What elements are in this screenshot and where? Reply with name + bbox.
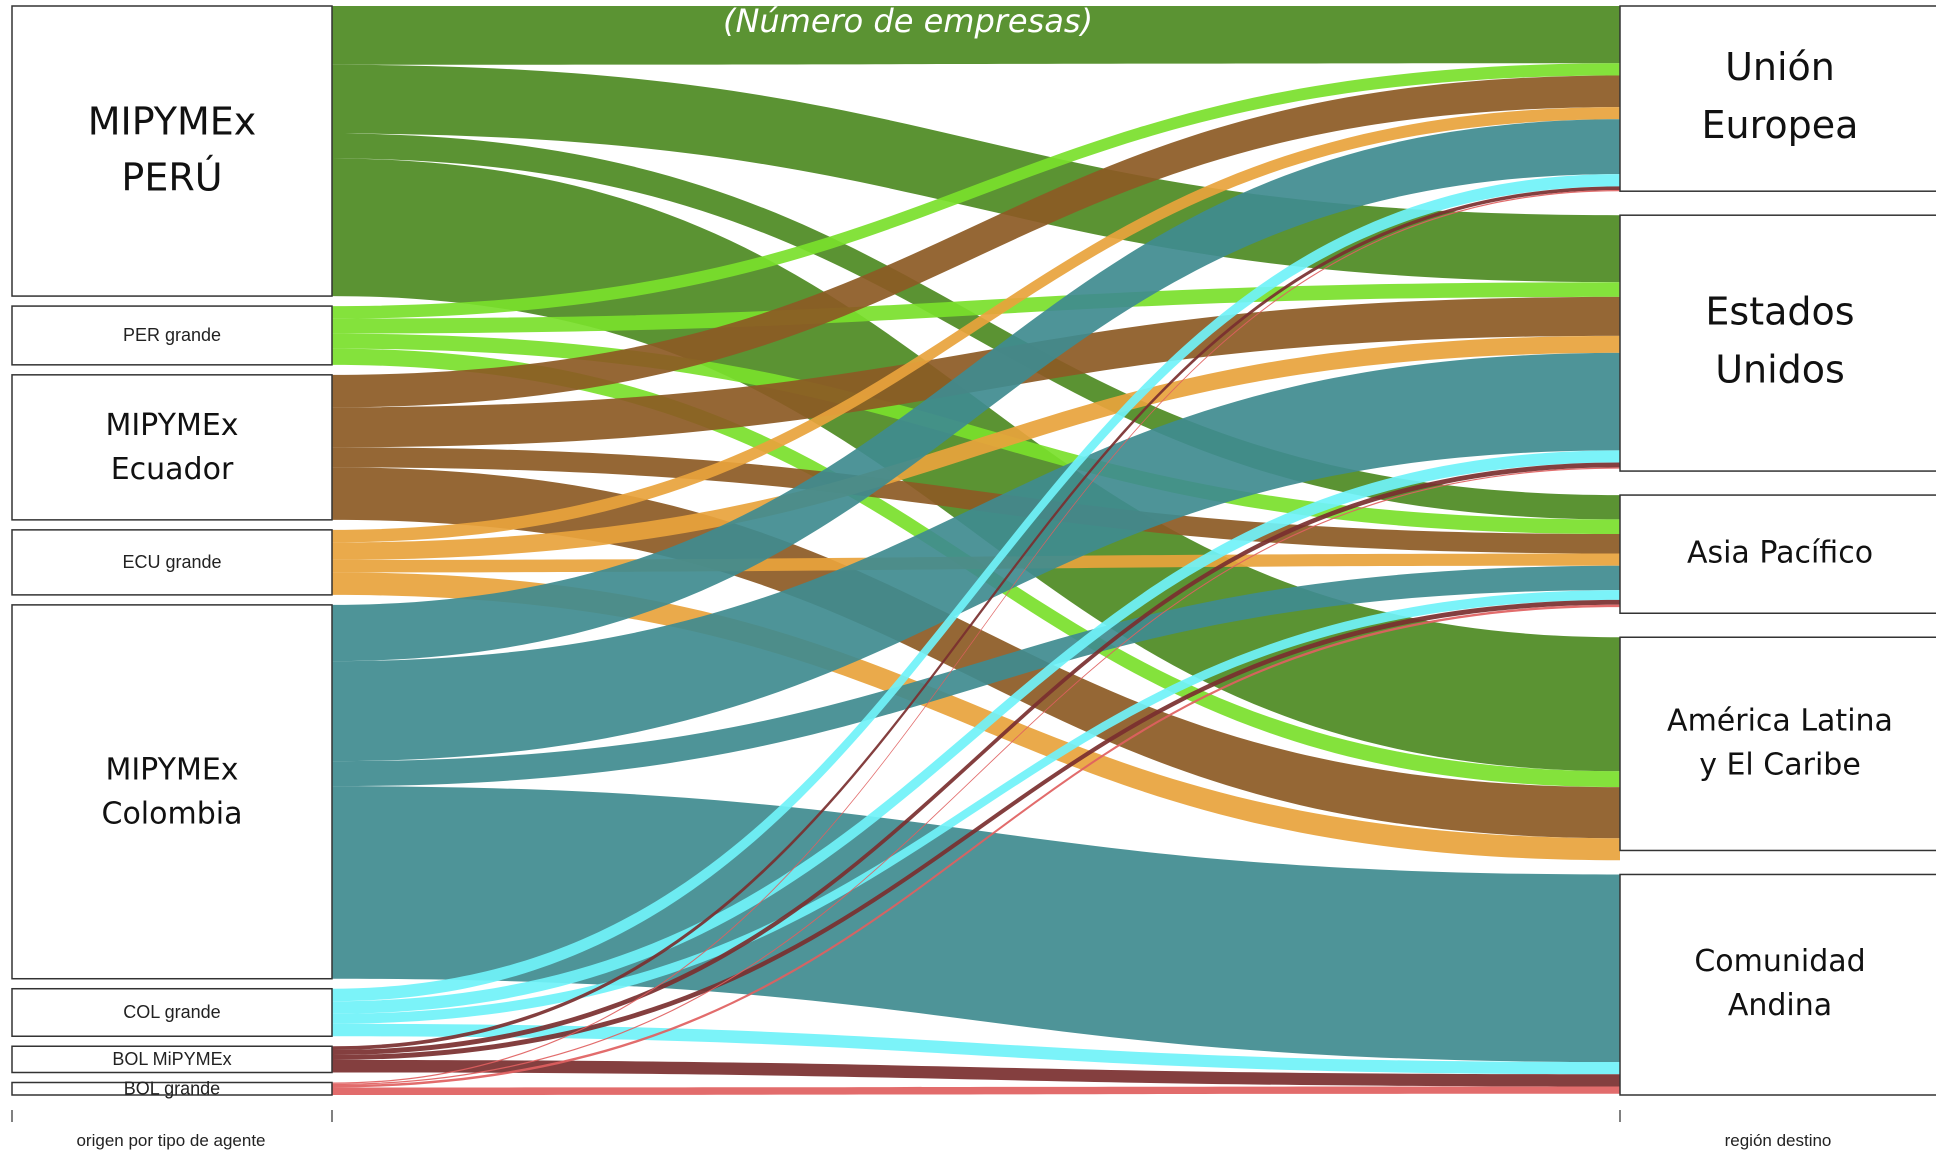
- x-axis-label-origin: origen por tipo de agente: [76, 1131, 265, 1150]
- source-label-mipymex-ecuador-line-2: Ecuador: [111, 452, 234, 487]
- target-label-america-latina-y-el-caribe-line-2: y El Caribe: [1699, 747, 1861, 782]
- source-label-bol-grande: BOL grande: [124, 1078, 220, 1098]
- x-axis-label-destination: región destino: [1725, 1131, 1832, 1150]
- flow-bol-mipymex-to-estados-unidos: [332, 462, 1620, 1055]
- source-label-ecu-grande: ECU grande: [122, 552, 221, 572]
- flow-mipymex-colombia-to-asia-pacifico: [332, 565, 1620, 787]
- source-label-mipymex-colombia-line-1: MIPYMEx: [105, 752, 238, 787]
- flows-layer: [332, 6, 1620, 1095]
- target-label-america-latina-y-el-caribe-line-1: América Latina: [1667, 703, 1893, 738]
- target-label-estados-unidos-line-2: Unidos: [1715, 348, 1845, 392]
- flow-mipymex-peru-to-union-europea: [332, 6, 1620, 65]
- flow-mipymex-ecuador-to-union-europea: [332, 75, 1620, 408]
- flow-per-grande-to-union-europea: [332, 63, 1620, 319]
- source-node-mipymex-colombia: [11, 604, 333, 980]
- source-nodes: MIPYMEx PERÚ PER grande MIPYMEx Ecuador ECU g…: [11, 5, 333, 1098]
- target-node-estados-unidos: [1619, 214, 1936, 472]
- target-node-america-latina-y-el-caribe: [1619, 636, 1936, 852]
- chart-subtitle: (Número de empresas): [723, 2, 1093, 40]
- target-nodes: Unión Europea Estados Unidos Asia Pacífico Am…: [1619, 5, 1936, 1096]
- source-node-mipymex-ecuador: [11, 374, 333, 521]
- x-axis: origen por tipo de agente región destino: [11, 1110, 1832, 1150]
- flow-per-grande-to-asia-pacifico: [332, 333, 1620, 535]
- flow-col-grande-to-asia-pacifico: [332, 590, 1620, 1024]
- target-node-asia-pacifico: [1619, 494, 1936, 614]
- source-label-col-grande: COL grande: [123, 1002, 220, 1022]
- source-node-bol-mipymex: [11, 1045, 333, 1074]
- flow-bol-grande-to-asia-pacifico: [332, 604, 1620, 1088]
- target-label-union-europea-line-2: Europea: [1702, 103, 1859, 147]
- flow-bol-mipymex-to-comunidad-andina: [332, 1059, 1620, 1087]
- flow-mipymex-colombia-to-union-europea: [332, 119, 1620, 662]
- source-label-per-grande: PER grande: [123, 325, 221, 345]
- flow-bol-grande-to-comunidad-andina: [332, 1086, 1620, 1095]
- flow-per-grande-to-estados-unidos: [332, 282, 1620, 334]
- flow-ecu-grande-to-america-latina-y-el-caribe: [332, 572, 1620, 861]
- target-label-comunidad-andina-line-2: Andina: [1728, 988, 1832, 1023]
- flow-ecu-grande-to-estados-unidos: [332, 335, 1620, 560]
- flow-bol-mipymex-to-union-europea: [332, 186, 1620, 1050]
- source-label-mipymex-colombia-line-2: Colombia: [102, 796, 243, 831]
- flow-ecu-grande-to-union-europea: [332, 107, 1620, 543]
- target-label-comunidad-andina-line-1: Comunidad: [1694, 944, 1865, 979]
- source-node-ecu-grande: [11, 529, 333, 596]
- source-label-mipymex-ecuador-line-1: MIPYMEx: [105, 408, 238, 443]
- source-node-per-grande: [11, 305, 333, 366]
- source-label-bol-mipymex: BOL MiPYMEx: [112, 1049, 231, 1069]
- flow-mipymex-peru-to-america-latina-y-el-caribe: [332, 158, 1620, 772]
- flow-col-grande-to-estados-unidos: [332, 450, 1620, 1014]
- flow-bol-grande-to-union-europea: [332, 189, 1620, 1084]
- source-label-mipymex-peru-line-2: PERÚ: [121, 156, 222, 200]
- source-node-bol-grande: [11, 1081, 333, 1096]
- flow-bol-mipymex-to-asia-pacifico: [332, 599, 1620, 1060]
- flow-mipymex-colombia-to-comunidad-andina: [332, 786, 1620, 1063]
- target-label-estados-unidos-line-1: Estados: [1705, 290, 1854, 334]
- flow-bol-grande-to-estados-unidos: [332, 467, 1620, 1085]
- target-node-union-europea: [1619, 5, 1936, 192]
- flow-mipymex-peru-to-estados-unidos: [332, 64, 1620, 283]
- source-node-mipymex-peru: [11, 5, 333, 297]
- target-node-comunidad-andina: [1619, 873, 1936, 1096]
- target-label-union-europea-line-1: Unión: [1725, 45, 1835, 89]
- source-label-mipymex-peru-line-1: MIPYMEx: [88, 100, 257, 144]
- target-label-asia-pacifico: Asia Pacífico: [1687, 536, 1873, 571]
- flow-mipymex-colombia-to-estados-unidos: [332, 352, 1620, 762]
- flow-mipymex-ecuador-to-america-latina-y-el-caribe: [332, 467, 1620, 839]
- flow-col-grande-to-union-europea: [332, 174, 1620, 1002]
- source-node-col-grande: [11, 987, 333, 1037]
